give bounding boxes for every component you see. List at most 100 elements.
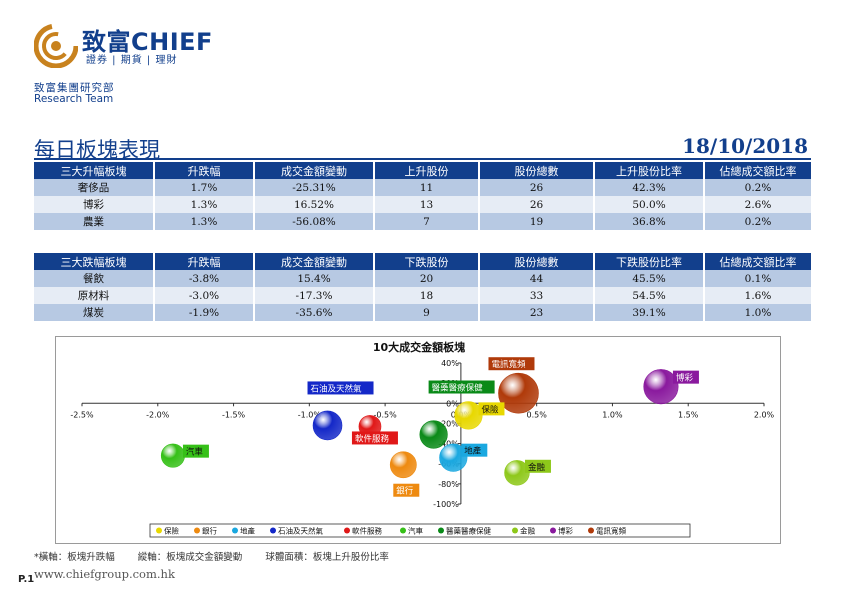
table-cell: 7	[374, 213, 480, 230]
legend-marker	[156, 527, 162, 534]
brand-name: 致富CHIEF	[82, 28, 213, 56]
table-row: 博彩 1.3% 16.52% 13 26 50.0% 2.6%	[34, 196, 811, 213]
table-cell: 54.5%	[594, 287, 705, 304]
bubble-point	[312, 410, 343, 441]
x-tick-label: 2.0%	[754, 410, 775, 419]
legend-label: 醫藥醫療保健	[446, 526, 491, 536]
table-cell: 1.3%	[154, 213, 255, 230]
page-number: P.1	[18, 574, 35, 585]
data-label: 金融	[528, 462, 546, 473]
team-name-cn: 致富集團研究部	[34, 82, 115, 94]
data-label: 博彩	[676, 373, 694, 384]
footnote-bubble: 球體面積：板塊上升股份比率	[265, 552, 389, 563]
table-header: 股份總數	[479, 162, 595, 179]
legend-marker	[438, 527, 444, 534]
chart-title: 10大成交金額板塊	[373, 340, 465, 354]
data-label: 保險	[481, 404, 499, 415]
website-link[interactable]: www.chiefgroup.com.hk	[34, 567, 175, 581]
legend-marker	[400, 527, 406, 534]
data-label-box	[478, 402, 505, 416]
table-cell: 44	[479, 270, 595, 287]
bubble-point	[454, 401, 483, 430]
table-cell: -17.3%	[254, 287, 375, 304]
x-tick-label: 0.5%	[527, 410, 548, 419]
table-cell: 19	[479, 213, 595, 230]
legend-label: 銀行	[202, 526, 217, 536]
table-cell: 15.4%	[254, 270, 375, 287]
data-label-box	[307, 381, 374, 395]
legend-label: 保險	[164, 526, 179, 536]
data-label-box	[351, 431, 398, 445]
footnote-x-axis: *橫軸：板塊升跌幅	[34, 552, 115, 563]
table-header: 升跌幅	[154, 253, 255, 270]
table-cell: 餐飲	[34, 270, 155, 287]
y-tick-label: -20%	[438, 419, 459, 428]
table-row: 餐飲 -3.8% 15.4% 20 44 45.5% 0.1%	[34, 270, 811, 287]
table-row: 農業 1.3% -56.08% 7 19 36.8% 0.2%	[34, 213, 811, 230]
table-cell: 26	[479, 179, 595, 196]
x-tick-label: -0.5%	[374, 410, 398, 419]
data-label: 地產	[464, 446, 482, 457]
legend-label: 地產	[240, 526, 255, 536]
table-cell: 26	[479, 196, 595, 213]
bubble-point	[389, 451, 417, 479]
bubble-point	[498, 372, 539, 414]
legend-marker	[550, 527, 556, 534]
table-cell: 11	[374, 179, 480, 196]
chart-footnote: *橫軸：板塊升跌幅 縱軸：板塊成交金額變動 球體面積：板塊上升股份比率	[34, 549, 389, 563]
table-header: 下跌股份比率	[594, 253, 705, 270]
table-cell: 13	[374, 196, 480, 213]
legend-box	[149, 523, 691, 538]
top-losers-table: 三大跌幅板塊 升跌幅 成交金額變動 下跌股份 股份總數 下跌股份比率 佔總成交額…	[34, 253, 811, 321]
table-header-row: 三大升幅板塊 升跌幅 成交金額變動 上升股份 股份總數 上升股份比率 佔總成交額…	[34, 162, 811, 179]
table-cell: 42.3%	[594, 179, 705, 196]
table-header: 下跌股份	[374, 253, 480, 270]
bubble-chart: 10大成交金額板塊-2.5%-2.0%-1.5%-1.0%-0.5%0.0%0.…	[55, 336, 781, 544]
legend-label: 汽車	[408, 526, 423, 536]
table-cell: 奢侈品	[34, 179, 155, 196]
brand-logo: 致富CHIEF 證券 | 期貨 | 理財	[34, 24, 244, 68]
table-header: 三大跌幅板塊	[34, 253, 155, 270]
legend-label: 軟件服務	[352, 526, 382, 536]
legend-marker	[588, 527, 594, 534]
table-header: 股份總數	[479, 253, 595, 270]
data-label-box	[428, 380, 495, 394]
legend-label: 博彩	[558, 526, 573, 536]
legend-label: 石油及天然氣	[278, 526, 323, 536]
table-header: 三大升幅板塊	[34, 162, 155, 179]
data-label-box	[393, 483, 420, 497]
table-cell: 煤炭	[34, 304, 155, 321]
legend-marker	[344, 527, 350, 534]
data-label-box	[182, 444, 209, 458]
table-cell: 16.52%	[254, 196, 375, 213]
table-header: 升跌幅	[154, 162, 255, 179]
table-cell: 0.2%	[704, 179, 811, 196]
table-cell: 博彩	[34, 196, 155, 213]
data-label-box	[488, 357, 535, 371]
table-cell: 0.2%	[704, 213, 811, 230]
table-header: 上升股份比率	[594, 162, 705, 179]
table-header: 上升股份	[374, 162, 480, 179]
table-header: 成交金額變動	[254, 253, 375, 270]
table-cell: -35.6%	[254, 304, 375, 321]
table-cell: 1.0%	[704, 304, 811, 321]
data-label: 銀行	[396, 486, 414, 497]
data-label: 石油及天然氣	[311, 383, 363, 394]
page-date: 18/10/2018	[682, 134, 808, 158]
legend-marker	[270, 527, 276, 534]
y-tick-label: -80%	[438, 480, 459, 489]
bubble-chart-canvas: 10大成交金額板塊-2.5%-2.0%-1.5%-1.0%-0.5%0.0%0.…	[70, 340, 775, 538]
data-label: 醫藥醫療保健	[432, 383, 484, 394]
table-cell: 1.6%	[704, 287, 811, 304]
x-tick-label: -1.0%	[298, 410, 322, 419]
bubble-point	[160, 443, 185, 468]
legend-marker	[194, 527, 200, 534]
table-cell: 農業	[34, 213, 155, 230]
table-row: 原材料 -3.0% -17.3% 18 33 54.5% 1.6%	[34, 287, 811, 304]
table-cell: -3.8%	[154, 270, 255, 287]
bubble-point	[439, 443, 468, 472]
table-row: 煤炭 -1.9% -35.6% 9 23 39.1% 1.0%	[34, 304, 811, 321]
table-cell: 原材料	[34, 287, 155, 304]
table-cell: -1.9%	[154, 304, 255, 321]
table-cell: 1.3%	[154, 196, 255, 213]
